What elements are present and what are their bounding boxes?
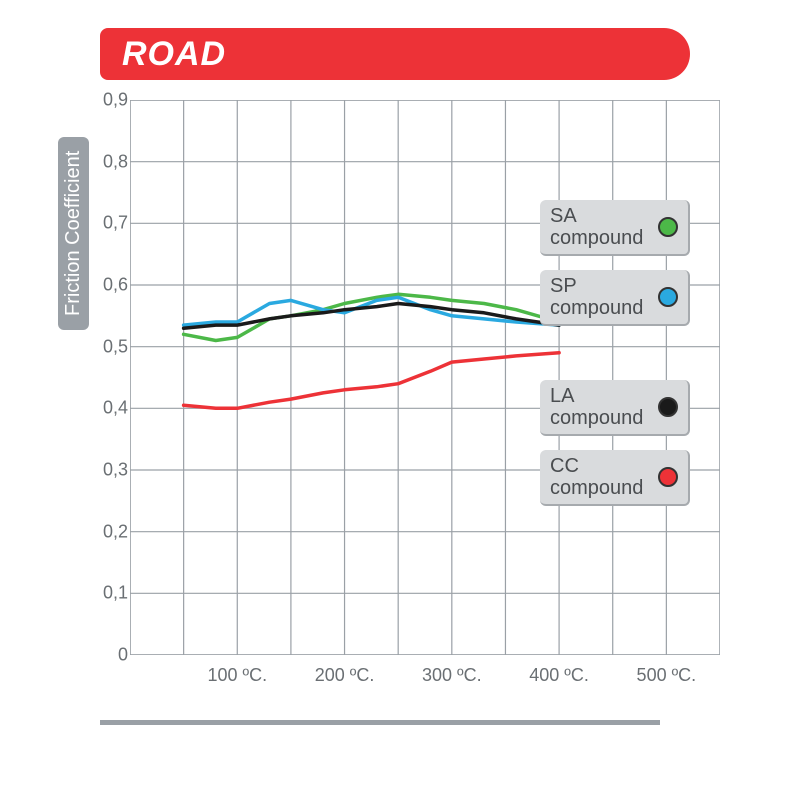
x-tick-label: 500 ºC. [637, 665, 697, 686]
y-tick-label: 0,6 [103, 275, 128, 296]
lines-svg [130, 100, 720, 655]
series-CC [184, 353, 559, 409]
y-tick-label: 0,2 [103, 521, 128, 542]
x-tick-label: 200 ºC. [315, 665, 375, 686]
y-tick-label: 0,9 [103, 90, 128, 111]
header-title: ROAD [122, 35, 226, 74]
y-tick-container: 00,10,20,30,40,50,60,70,80,9 [88, 100, 128, 655]
chart-container: Friction Coefficient 00,10,20,30,40,50,6… [70, 100, 730, 740]
plot-area: SAcompoundSPcompoundLAcompoundCCcompound [130, 100, 720, 655]
y-tick-label: 0,8 [103, 151, 128, 172]
header-band: ROAD [100, 28, 690, 80]
y-tick-label: 0,7 [103, 213, 128, 234]
y-tick-label: 0 [118, 645, 128, 666]
y-tick-label: 0,3 [103, 460, 128, 481]
bottom-rule [100, 720, 660, 725]
x-tick-label: 400 ºC. [529, 665, 589, 686]
y-tick-label: 0,1 [103, 583, 128, 604]
y-tick-label: 0,4 [103, 398, 128, 419]
x-tick-label: 300 ºC. [422, 665, 482, 686]
y-axis-label: Friction Coefficient [58, 137, 89, 330]
series-SP [184, 297, 559, 325]
x-tick-container: 100 ºC. 200 ºC. 300 ºC. 400 ºC. 500 ºC. [130, 665, 720, 689]
x-tick-label: 100 ºC. [207, 665, 267, 686]
y-tick-label: 0,5 [103, 336, 128, 357]
